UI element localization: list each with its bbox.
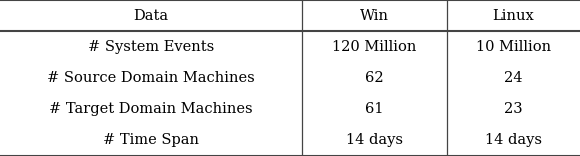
Text: Win: Win	[360, 9, 389, 23]
Text: 23: 23	[504, 102, 523, 116]
Text: # Time Span: # Time Span	[103, 133, 199, 147]
Text: 14 days: 14 days	[346, 133, 403, 147]
Text: # System Events: # System Events	[88, 40, 214, 54]
Text: # Source Domain Machines: # Source Domain Machines	[47, 71, 255, 85]
Text: Linux: Linux	[492, 9, 534, 23]
Text: # Target Domain Machines: # Target Domain Machines	[49, 102, 253, 116]
Text: Data: Data	[133, 9, 168, 23]
Text: 24: 24	[504, 71, 523, 85]
Text: 62: 62	[365, 71, 383, 85]
Text: 10 Million: 10 Million	[476, 40, 551, 54]
Text: 14 days: 14 days	[485, 133, 542, 147]
Text: 120 Million: 120 Million	[332, 40, 416, 54]
Text: 61: 61	[365, 102, 383, 116]
